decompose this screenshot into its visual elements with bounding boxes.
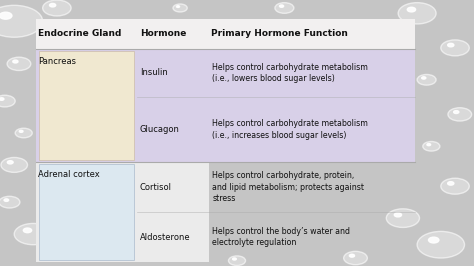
Text: Hormone: Hormone	[140, 30, 186, 38]
Text: Helps control carbohydrate metabolism
(i.e., lowers blood sugar levels): Helps control carbohydrate metabolism (i…	[212, 63, 368, 83]
Text: Helps control the body’s water and
electrolyte regulation: Helps control the body’s water and elect…	[212, 227, 350, 247]
Circle shape	[417, 231, 465, 258]
Circle shape	[275, 3, 294, 13]
Circle shape	[0, 196, 20, 208]
Circle shape	[447, 43, 454, 47]
Circle shape	[0, 5, 43, 37]
Circle shape	[13, 60, 18, 63]
Circle shape	[447, 182, 454, 185]
Text: Helps control carbohydrate, protein,
and lipid metabolism; protects against
stre: Helps control carbohydrate, protein, and…	[212, 171, 365, 203]
Circle shape	[344, 251, 367, 265]
Circle shape	[43, 0, 71, 16]
FancyBboxPatch shape	[36, 19, 415, 49]
Text: Helps control carbohydrate metabolism
(i.e., increases blood sugar levels): Helps control carbohydrate metabolism (i…	[212, 119, 368, 140]
FancyBboxPatch shape	[36, 162, 209, 262]
Circle shape	[0, 12, 12, 19]
Circle shape	[441, 40, 469, 56]
Circle shape	[386, 209, 419, 227]
Circle shape	[427, 144, 431, 146]
Circle shape	[398, 3, 436, 24]
Text: Adrenal cortex: Adrenal cortex	[38, 170, 100, 179]
Text: Primary Hormone Function: Primary Hormone Function	[211, 30, 348, 38]
Text: Aldosterone: Aldosterone	[140, 232, 191, 242]
Circle shape	[454, 111, 459, 114]
Circle shape	[14, 223, 52, 245]
Circle shape	[394, 213, 401, 217]
Circle shape	[176, 6, 180, 7]
Circle shape	[448, 108, 472, 121]
FancyBboxPatch shape	[36, 49, 415, 162]
Circle shape	[49, 3, 56, 7]
Circle shape	[4, 199, 9, 201]
Circle shape	[280, 5, 283, 7]
Circle shape	[407, 7, 416, 12]
Circle shape	[173, 4, 187, 12]
Text: Endocrine Gland: Endocrine Gland	[38, 30, 121, 38]
Circle shape	[1, 157, 27, 172]
Circle shape	[349, 254, 355, 257]
Circle shape	[441, 178, 469, 194]
Circle shape	[15, 128, 32, 138]
Circle shape	[0, 98, 4, 100]
FancyBboxPatch shape	[39, 164, 134, 260]
Circle shape	[7, 161, 13, 164]
Circle shape	[422, 77, 426, 79]
Circle shape	[23, 228, 32, 233]
Circle shape	[7, 57, 31, 70]
Text: Glucagon: Glucagon	[140, 125, 180, 134]
Circle shape	[428, 237, 439, 243]
Text: Cortisol: Cortisol	[140, 183, 172, 192]
Circle shape	[0, 95, 15, 107]
Circle shape	[233, 258, 237, 260]
Circle shape	[423, 142, 440, 151]
Text: Insulin: Insulin	[140, 68, 168, 77]
FancyBboxPatch shape	[39, 51, 134, 160]
Circle shape	[417, 74, 436, 85]
Circle shape	[228, 256, 246, 265]
Text: Pancreas: Pancreas	[38, 57, 76, 66]
Circle shape	[19, 130, 23, 132]
